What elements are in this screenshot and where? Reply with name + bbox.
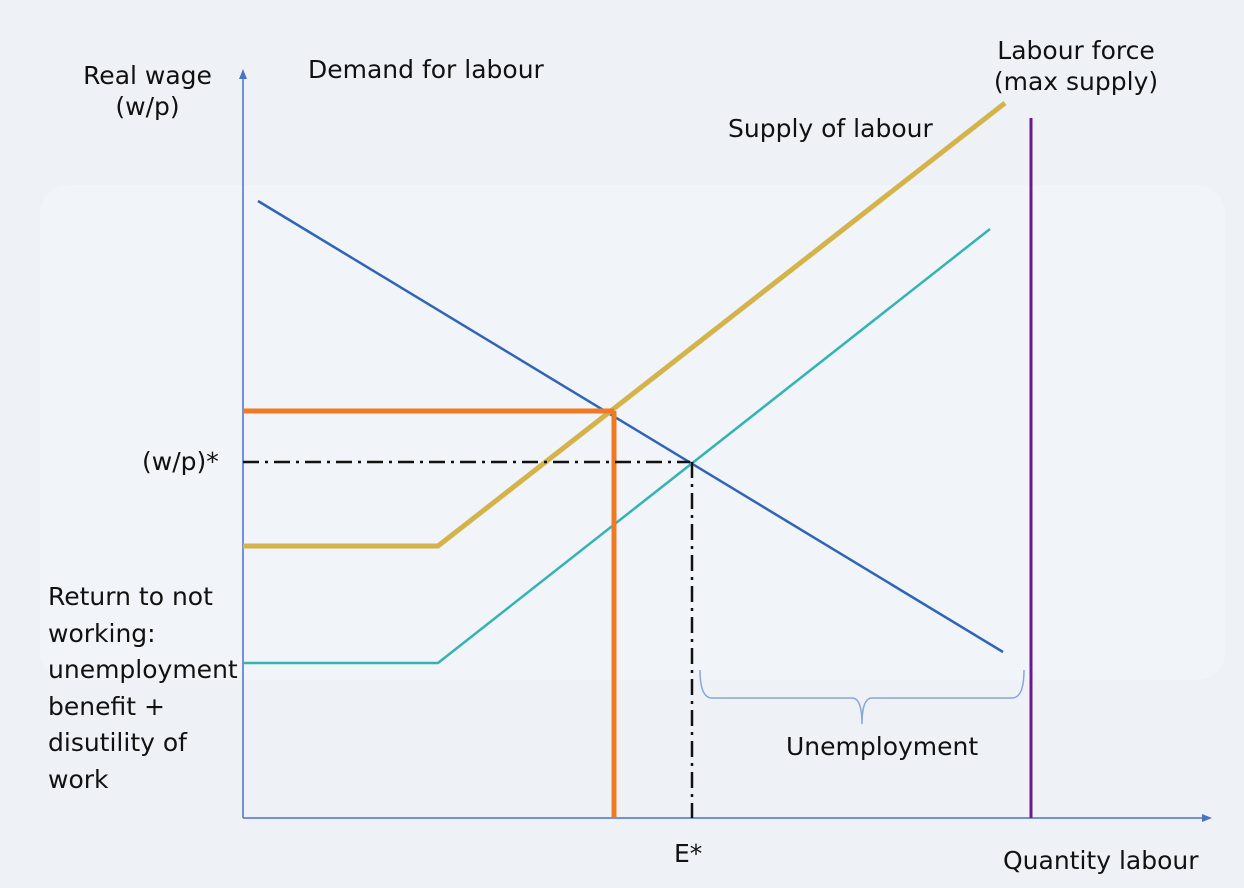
reservation-wage-note: Return to not working: unemployment bene… [48,579,238,798]
reservation-note-line: Return to not [48,582,213,611]
unemployment-brace [699,669,1025,725]
reservation-supply-curve [243,228,991,665]
equilibrium-employment-label: E* [674,839,703,868]
background-panel [40,185,1225,680]
reservation-note-line: benefit + [48,691,165,721]
supply-curve [243,101,1007,549]
demand-curve [257,199,1004,654]
labour-force-label-line2: (max supply) [993,67,1159,97]
demand-curve-label: Demand for labour [308,55,544,84]
reservation-note-line: work [48,764,109,794]
reservation-note-line: unemployment [48,655,238,684]
reservation-note-line: working: [48,618,156,648]
y-axis-label: Real wage (w/p) [60,60,235,123]
reservation-note-line: disutility of [48,728,187,757]
y-axis-label-line1: Real wage [83,61,212,90]
labour-force-label: Labour force (max supply) [976,35,1176,98]
x-axis-label: Quantity labour [1003,846,1199,875]
supply-curve-label: Supply of labour [728,114,933,143]
labour-force-label-line1: Labour force [997,36,1155,65]
equilibrium-wage-label: (w/p)* [142,447,219,476]
unemployment-label: Unemployment [786,732,979,761]
y-axis-label-line2: (w/p) [115,92,180,122]
